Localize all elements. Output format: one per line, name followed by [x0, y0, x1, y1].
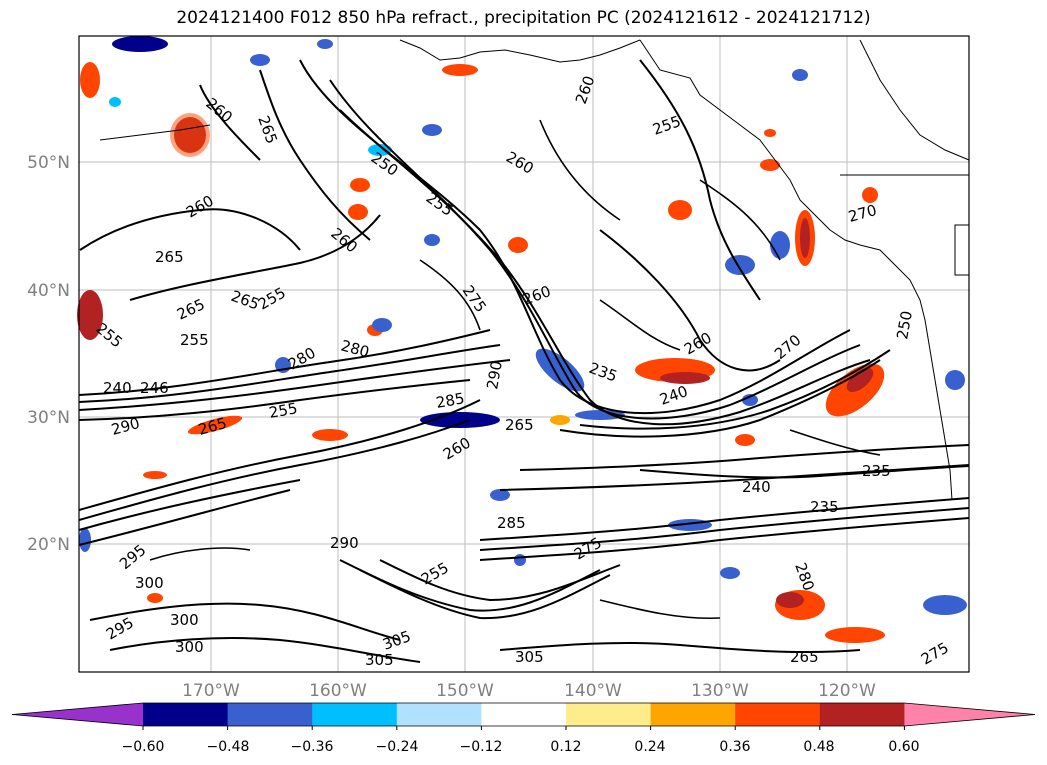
- contour-label: 235: [810, 498, 839, 516]
- colorbar-segment: [396, 703, 482, 726]
- colorbar-tick-labels: −0.60 −0.48 −0.36 −0.24 −0.12 0.12 0.24 …: [122, 739, 920, 755]
- colorbar-tick-label: −0.48: [207, 739, 250, 755]
- lon-label-140w: 140°W: [564, 681, 622, 701]
- map-background: [79, 36, 969, 672]
- lon-label-160w: 160°W: [309, 681, 367, 701]
- map-frame: [78, 35, 970, 673]
- colorbar-tick-label: −0.24: [376, 739, 419, 755]
- contour-label: 250: [893, 309, 916, 340]
- colorbar-tick-label: 0.24: [634, 739, 665, 755]
- colorbar-tick-label: −0.60: [122, 739, 165, 755]
- lon-label-150w: 150°W: [436, 681, 494, 701]
- contour-label: 265: [505, 416, 534, 434]
- refractivity-contours: [78, 59, 970, 663]
- lat-label-30n: 30°N: [27, 408, 70, 428]
- colorbar-segment: [819, 703, 905, 726]
- contour-label: 300: [175, 638, 204, 656]
- contour-label: 285: [435, 389, 466, 412]
- lat-label-50n: 50°N: [27, 153, 70, 173]
- lon-label-120w: 120°W: [818, 681, 876, 701]
- coastlines: [99, 39, 970, 501]
- colorbar-extend-low: [12, 703, 143, 726]
- contour-label: 235: [862, 462, 891, 480]
- lon-label-170w: 170°W: [182, 681, 240, 701]
- contour-label: 255: [268, 399, 299, 422]
- contour-label: 290: [330, 534, 359, 552]
- colorbar-segment: [481, 703, 567, 726]
- latitude-labels: 50°N 40°N 30°N 20°N: [27, 153, 70, 555]
- colorbar-segment: [650, 703, 736, 726]
- colorbar-tick-label: −0.12: [460, 739, 503, 755]
- colorbar-segment: [312, 703, 398, 726]
- contour-label: 305: [365, 651, 394, 669]
- contour-label: 285: [497, 514, 526, 532]
- colorbar-segment: [143, 703, 229, 726]
- lat-label-20n: 20°N: [27, 535, 70, 555]
- contour-label: 290: [483, 359, 506, 390]
- colorbar-segment: [566, 703, 652, 726]
- precip-positive-areas: [77, 62, 885, 643]
- colorbar-tick-label: 0.12: [550, 739, 581, 755]
- colorbar-segment: [227, 703, 313, 726]
- minor-contours: [149, 119, 881, 620]
- contour-label: 265: [790, 648, 819, 666]
- contour-label: 255: [180, 331, 209, 349]
- colorbar-segment: [735, 703, 821, 726]
- longitude-labels: 170°W 160°W 150°W 140°W 130°W 120°W: [182, 681, 876, 701]
- colorbar-tick-label: 0.60: [888, 739, 919, 755]
- contour-label: 240: [742, 478, 771, 496]
- lat-label-40n: 40°N: [27, 281, 70, 301]
- contour-label: 265: [155, 248, 184, 266]
- contour-label: 246: [140, 379, 169, 397]
- contour-label: 305: [515, 648, 544, 666]
- lon-label-130w: 130°W: [691, 681, 749, 701]
- precip-negative-areas: [79, 36, 967, 615]
- colorbar: [11, 702, 1036, 730]
- colorbar-tick-label: 0.36: [719, 739, 750, 755]
- colorbar-extend-high: [904, 703, 1035, 726]
- colorbar-tick-label: −0.36: [291, 739, 334, 755]
- contour-label: 300: [135, 574, 164, 592]
- colorbar-tick-label: 0.48: [803, 739, 834, 755]
- plot-title: 2024121400 F012 850 hPa refract., precip…: [176, 8, 871, 28]
- contour-label: 300: [170, 611, 199, 629]
- map-gridlines: [79, 36, 969, 672]
- contour-label: 240: [103, 379, 132, 397]
